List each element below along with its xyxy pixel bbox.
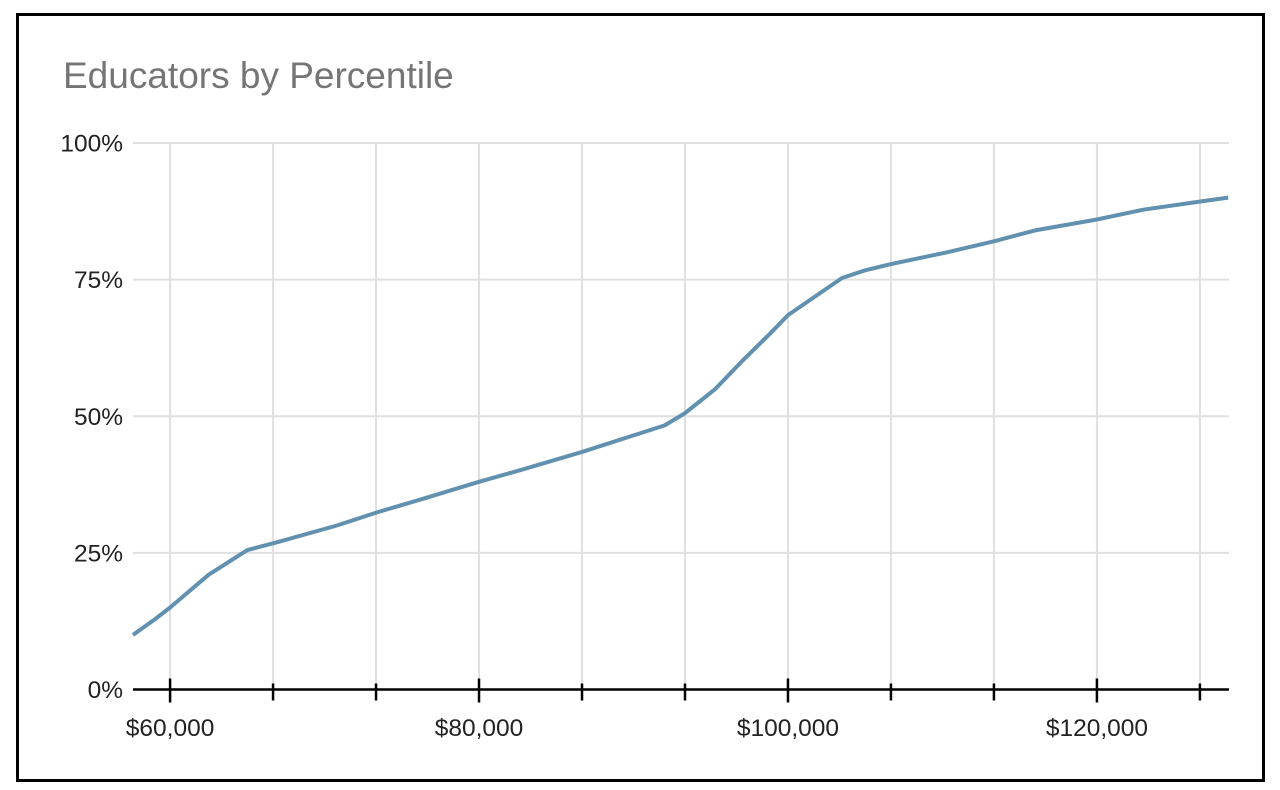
series-line-educators bbox=[131, 195, 1229, 637]
y-tick-label: 50% bbox=[74, 404, 123, 431]
x-tick-label: $80,000 bbox=[435, 715, 524, 742]
y-tick-label: 0% bbox=[88, 677, 123, 704]
y-tick-label: 25% bbox=[74, 540, 123, 567]
y-tick-label: 75% bbox=[74, 267, 123, 294]
x-tick-label: $60,000 bbox=[126, 715, 215, 742]
x-tick-label: $120,000 bbox=[1046, 715, 1148, 742]
x-tick-label: $100,000 bbox=[737, 715, 839, 742]
chart-frame bbox=[16, 13, 1265, 782]
y-tick-label: 100% bbox=[60, 131, 123, 158]
chart-title: Educators by Percentile bbox=[63, 55, 454, 96]
